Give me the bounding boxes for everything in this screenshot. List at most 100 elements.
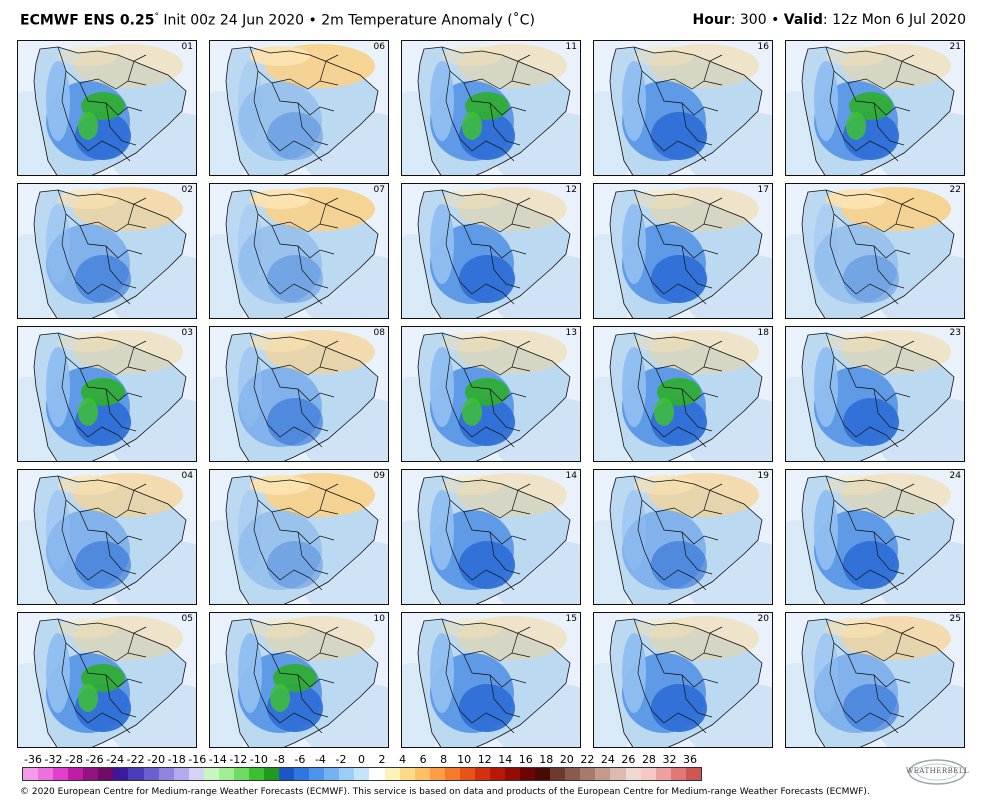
- member-number: 01: [181, 42, 193, 52]
- member-number: 25: [949, 614, 961, 624]
- colorbar-tick-label: -20: [147, 753, 166, 766]
- ensemble-member-panel: 01: [17, 40, 197, 176]
- init-time: Init 00z 24 Jun 2020: [163, 12, 305, 29]
- colorbar-tick-label: 24: [600, 753, 615, 766]
- valid-value: : 12z Mon 6 Jul 2020: [822, 12, 966, 28]
- colorbar-swatch: [414, 768, 430, 780]
- colorbar-tick-label: -10: [249, 753, 268, 766]
- colorbar-tick-label: 4: [399, 753, 407, 766]
- ensemble-member-panel: 15: [401, 612, 581, 748]
- colorbar-tick-label: 0: [358, 753, 365, 766]
- field-name: 2m Temperature Anomaly (˚C): [321, 12, 535, 29]
- ensemble-member-panel: 21: [785, 40, 965, 176]
- ensemble-member-panel: 11: [401, 40, 581, 176]
- ensemble-member-panel: 14: [401, 469, 581, 605]
- member-number: 08: [373, 328, 385, 338]
- colorbar-swatch: [670, 768, 686, 780]
- colorbar-swatch: [264, 768, 280, 780]
- ensemble-member-panel: 22: [785, 183, 965, 319]
- copyright-footer: © 2020 European Centre for Medium-range …: [20, 787, 870, 797]
- colorbar-swatch: [625, 768, 641, 780]
- member-number: 16: [757, 42, 769, 52]
- colorbar-swatch: [248, 768, 264, 780]
- colorbar-swatch: [399, 768, 415, 780]
- member-number: 15: [565, 614, 577, 624]
- member-number: 02: [181, 185, 193, 195]
- colorbar-swatch: [429, 768, 445, 780]
- colorbar-swatch: [565, 768, 581, 780]
- colorbar-swatch: [113, 768, 129, 780]
- colorbar-tick-label: 32: [662, 753, 677, 766]
- member-number: 23: [949, 328, 961, 338]
- colorbar-tick-label: -8: [273, 753, 285, 766]
- anomaly-map: [18, 613, 196, 747]
- anomaly-map: [594, 613, 772, 747]
- colorbar-swatch: [294, 768, 310, 780]
- colorbar-tick-label: -28: [65, 753, 84, 766]
- colorbar-swatch: [610, 768, 626, 780]
- colorbar-swatch: [188, 768, 204, 780]
- colorbar-tick-label: 16: [518, 753, 533, 766]
- colorbar-swatch: [173, 768, 189, 780]
- anomaly-map: [210, 184, 388, 318]
- colorbar-swatch: [535, 768, 551, 780]
- member-number: 14: [565, 471, 577, 481]
- anomaly-map: [18, 470, 196, 604]
- logo-text: WEATHERBELL: [906, 767, 970, 775]
- ensemble-member-panel: 10: [209, 612, 389, 748]
- colorbar-swatch: [68, 768, 84, 780]
- member-number: 24: [949, 471, 961, 481]
- anomaly-map: [594, 184, 772, 318]
- member-number: 10: [373, 614, 385, 624]
- colorbar-tick-label: -6: [294, 753, 306, 766]
- ensemble-member-panel: 25: [785, 612, 965, 748]
- member-number: 21: [949, 42, 961, 52]
- anomaly-map: [18, 327, 196, 461]
- anomaly-map: [402, 470, 580, 604]
- colorbar-tick-label: -26: [85, 753, 104, 766]
- member-number: 13: [565, 328, 577, 338]
- colorbar-swatch: [339, 768, 355, 780]
- anomaly-map: [402, 613, 580, 747]
- member-number: 06: [373, 42, 385, 52]
- colorbar-tick-label: -22: [126, 753, 145, 766]
- colorbar-tick-label: -24: [106, 753, 125, 766]
- colorbar-swatch: [233, 768, 249, 780]
- colorbar-swatch: [685, 768, 701, 780]
- ensemble-member-panel: 06: [209, 40, 389, 176]
- colorbar-swatch: [158, 768, 174, 780]
- colorbar-swatch: [640, 768, 656, 780]
- colorbar-swatch: [369, 768, 385, 780]
- colorbar-tick-label: 36: [683, 753, 697, 766]
- anomaly-map: [786, 184, 964, 318]
- member-number: 19: [757, 471, 769, 481]
- ensemble-member-panel: 07: [209, 183, 389, 319]
- ensemble-member-panel: 12: [401, 183, 581, 319]
- ensemble-member-panel: 04: [17, 469, 197, 605]
- valid-info: Hour: 300 • Valid: 12z Mon 6 Jul 2020: [693, 12, 967, 28]
- chart-title: ECMWF ENS 0.25° Init 00z 24 Jun 2020 • 2…: [20, 12, 535, 29]
- member-number: 05: [181, 614, 193, 624]
- colorbar-tick-label: 28: [641, 753, 656, 766]
- colorbar-swatch: [279, 768, 295, 780]
- ensemble-member-panel: 20: [593, 612, 773, 748]
- colorbar-swatch: [218, 768, 234, 780]
- colorbar-swatch: [83, 768, 99, 780]
- member-number: 07: [373, 185, 385, 195]
- colorbar-swatch: [444, 768, 460, 780]
- colorbar-swatch: [98, 768, 114, 780]
- member-number: 22: [949, 185, 961, 195]
- model-name: ECMWF ENS 0.25: [20, 12, 155, 29]
- colorbar-swatch: [143, 768, 159, 780]
- colorbar-tick-label: 14: [498, 753, 513, 766]
- anomaly-map: [210, 470, 388, 604]
- colorbar-tick-label: -32: [44, 753, 63, 766]
- anomaly-map: [786, 41, 964, 175]
- colorbar-tick-label: -12: [229, 753, 248, 766]
- ensemble-member-panel: 17: [593, 183, 773, 319]
- ensemble-member-panel: 02: [17, 183, 197, 319]
- ensemble-member-panel: 23: [785, 326, 965, 462]
- hour-label: Hour: [692, 12, 731, 28]
- colorbar-swatch: [23, 768, 39, 780]
- degree-mark: °: [154, 12, 159, 22]
